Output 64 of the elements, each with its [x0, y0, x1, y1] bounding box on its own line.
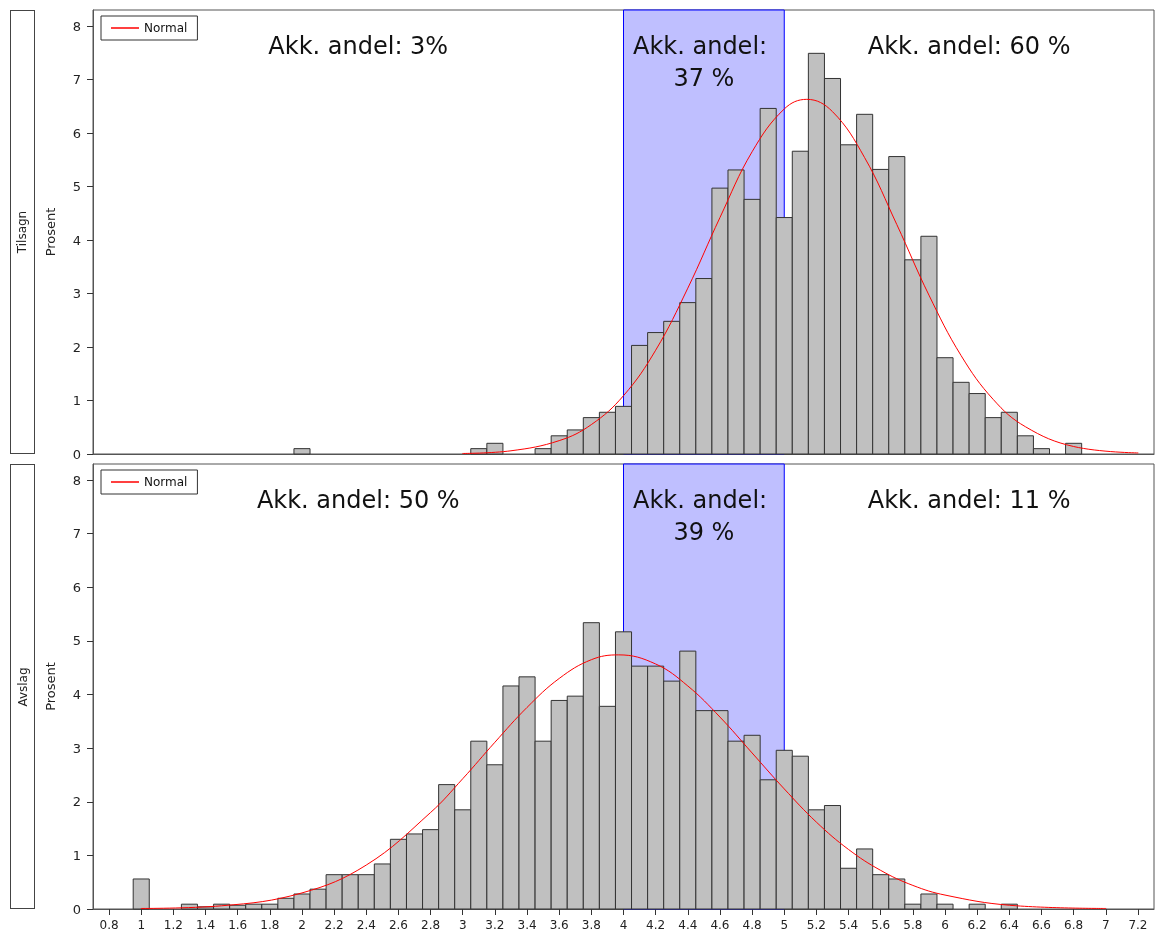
y-tick-label: 8 — [72, 18, 81, 34]
annotation: Akk. andel: 60 % — [867, 32, 1071, 60]
y-tick-label: 1 — [72, 847, 81, 863]
x-tick-label: 3 — [458, 918, 467, 932]
y-tick-label: 8 — [72, 472, 81, 488]
x-tick-label: 5.6 — [871, 918, 891, 932]
x-tick-label: 3.8 — [581, 918, 601, 932]
y-tick-label: 4 — [72, 687, 81, 703]
x-tick-label: 2 — [298, 918, 306, 932]
legend-label: Normal — [144, 21, 188, 35]
y-tick-label: 3 — [72, 286, 81, 302]
y-axis-title: Prosent — [43, 662, 58, 711]
y-tick-label: 2 — [72, 339, 81, 355]
x-tick-label: 6 — [941, 918, 949, 932]
x-tick-label: 2.2 — [324, 918, 344, 932]
x-tick-label: 1.8 — [260, 918, 280, 932]
x-tick-label: 3.4 — [517, 918, 537, 932]
x-tick-label: 4.8 — [742, 918, 762, 932]
x-tick-label: 3.6 — [549, 918, 569, 932]
legend-label: Normal — [144, 475, 188, 489]
annotation: Akk. andel: 11 % — [867, 486, 1071, 514]
x-tick-label: 7 — [1101, 918, 1110, 932]
y-tick-label: 4 — [72, 232, 81, 248]
annotation: Akk. andel: 39 % — [632, 486, 775, 546]
annotation: Akk. andel: 50 % — [256, 486, 460, 514]
x-tick-label: 6.4 — [999, 918, 1019, 932]
text: Tilsagn — [15, 210, 30, 254]
x-tick-label: 6.6 — [1031, 918, 1052, 932]
y-tick-label: 0 — [72, 901, 81, 917]
line-series — [462, 98, 1139, 454]
x-tick-label: 1.6 — [228, 918, 248, 932]
x-tick-label: 5.2 — [806, 918, 826, 932]
x-tick-label: 3.2 — [485, 918, 505, 932]
annotation: Akk. andel: 37 % — [632, 32, 775, 92]
x-tick-label: 0.8 — [99, 918, 119, 932]
x-tick-label: 4.2 — [646, 918, 666, 932]
x-tick-label: 2.6 — [388, 918, 408, 932]
y-tick-label: 2 — [72, 794, 81, 810]
x-tick-label: 7.2 — [1128, 918, 1148, 932]
x-tick-label: 1.4 — [195, 918, 216, 932]
x-tick-label: 2.8 — [421, 918, 441, 932]
y-tick-label: 7 — [72, 72, 81, 88]
y-tick-label: 6 — [72, 579, 81, 595]
y-tick-label: 7 — [72, 526, 81, 542]
x-tick-label: 4.6 — [710, 918, 730, 932]
y-tick-label: 0 — [72, 446, 81, 462]
x-tick-label: 1 — [137, 918, 146, 932]
y-tick-label: 6 — [72, 125, 81, 141]
x-tick-label: 5.4 — [839, 918, 859, 932]
text: Avslag — [15, 666, 30, 707]
x-tick-label: 4 — [619, 918, 628, 932]
x-tick-label: 6.2 — [967, 918, 987, 932]
annotation: Akk. andel: 3% — [268, 32, 449, 60]
x-tick-label: 6.8 — [1064, 918, 1084, 932]
y-tick-label: 1 — [72, 393, 81, 409]
x-tick-label: 1.2 — [163, 918, 183, 932]
y-axis-title: Prosent — [43, 207, 58, 257]
y-tick-label: 5 — [72, 179, 81, 195]
y-tick-label: 5 — [72, 633, 81, 649]
x-tick-label: 4.4 — [678, 918, 698, 932]
x-tick-label: 5 — [780, 918, 789, 932]
x-tick-label: 5.8 — [903, 918, 923, 932]
y-tick-label: 3 — [72, 740, 81, 756]
x-tick-label: 2.4 — [356, 918, 376, 932]
